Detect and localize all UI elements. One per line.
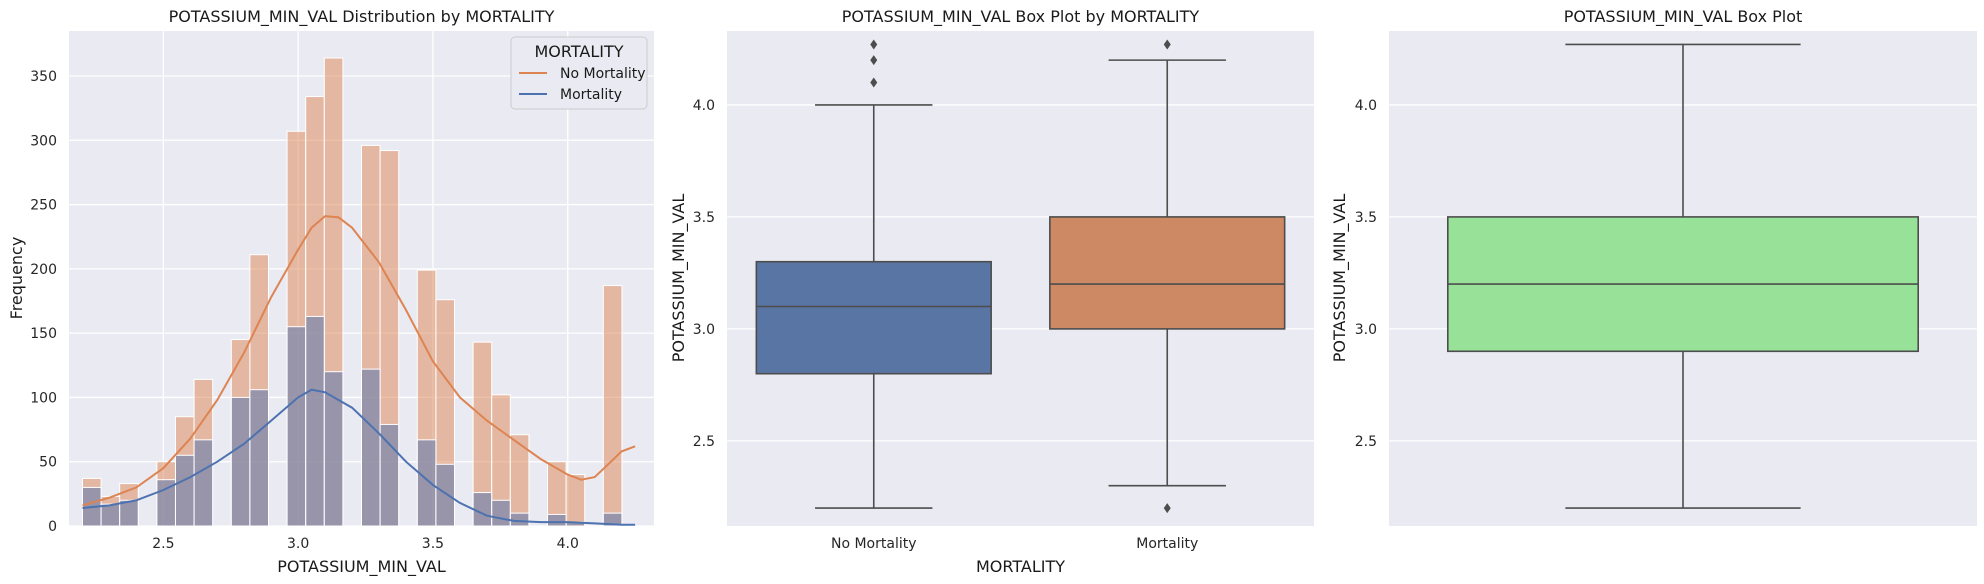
- histogram-bar-mortality: [156, 479, 176, 527]
- histogram-bar-mortality: [491, 499, 511, 527]
- grouped-boxplot-x-axis-label: MORTALITY: [976, 557, 1065, 576]
- y-tick-label: 3.0: [693, 322, 715, 338]
- y-tick-label: 350: [30, 69, 57, 85]
- box-mortality: [1049, 216, 1286, 330]
- histogram-bar-mortality: [379, 423, 400, 527]
- overall-boxplot-y-axis-label: POTASSIUM_MIN_VAL: [1330, 194, 1350, 363]
- grouped-boxplot-panel: 2.5 3.0 3.5 4.0 No Mortality Mortality POTASS…: [669, 7, 1314, 576]
- kde-curve-no-mortality: [82, 215, 636, 507]
- y-tick-label: 200: [30, 262, 57, 278]
- histogram-y-axis-label: Frequency: [7, 237, 26, 320]
- outlier-point-no-mortality: [870, 77, 878, 88]
- histogram-bar-no-mortality: [602, 285, 623, 527]
- histogram-bar-mortality: [119, 499, 139, 527]
- y-tick-label: 3.5: [1355, 210, 1377, 226]
- grouped-boxplot-y-axis-label: POTASSIUM_MIN_VAL: [669, 194, 689, 363]
- outlier-point-no-mortality: [870, 55, 878, 66]
- histogram-legend: MORTALITY No Mortality Mortality: [510, 36, 648, 110]
- x-tick-label: Mortality: [1136, 536, 1198, 552]
- y-tick-label: 4.0: [1355, 98, 1377, 114]
- y-tick-label: 250: [30, 198, 57, 214]
- legend-frame: [510, 36, 648, 110]
- y-tick-label: 2.5: [1355, 434, 1377, 450]
- y-tick-label: 0: [48, 519, 57, 535]
- histogram-bar-mortality: [100, 503, 121, 527]
- x-tick-label: 2.5: [152, 536, 174, 552]
- histogram-bar-mortality: [547, 513, 567, 527]
- box-no-mortality: [755, 260, 992, 375]
- y-tick-label: 2.5: [693, 434, 715, 450]
- histogram-bar-mortality: [230, 396, 251, 527]
- outlier-point-mortality: [1163, 39, 1171, 50]
- legend-entry-no-mortality: No Mortality: [560, 66, 646, 82]
- x-tick-label: 4.0: [557, 536, 579, 552]
- y-tick-label: 50: [39, 455, 57, 471]
- overall-boxplot-panel: 2.53.03.54.0 POTASSIUM_MIN_VAL Box Plot …: [1330, 7, 1977, 526]
- outlier-point-no-mortality: [870, 39, 878, 50]
- kde-curve-mortality: [82, 388, 636, 526]
- y-tick-label: 300: [30, 133, 57, 149]
- legend-entry-mortality: Mortality: [560, 87, 622, 103]
- histogram-bar-mortality: [193, 439, 214, 527]
- histogram-bar-mortality: [323, 371, 344, 527]
- x-tick-label: No Mortality: [831, 536, 917, 552]
- y-tick-label: 3.0: [1355, 322, 1377, 338]
- outlier-point-mortality: [1163, 503, 1171, 514]
- x-tick-label: 3.0: [287, 536, 309, 552]
- y-tick-label: 100: [30, 390, 57, 406]
- x-tick-label: 3.5: [422, 536, 444, 552]
- y-tick-label: 150: [30, 326, 57, 342]
- grouped-boxplot-title: POTASSIUM_MIN_VAL Box Plot by MORTALITY: [842, 7, 1200, 27]
- overall-boxplot-title: POTASSIUM_MIN_VAL Box Plot: [1564, 7, 1803, 27]
- histogram-bar-mortality: [361, 368, 381, 527]
- legend-title: MORTALITY: [534, 42, 623, 61]
- histogram-bar-mortality: [305, 315, 325, 527]
- histogram-bar-mortality: [509, 512, 530, 527]
- histogram-bar-mortality: [286, 326, 307, 527]
- histogram-bar-mortality: [435, 463, 456, 527]
- histogram-bar-mortality: [416, 439, 437, 527]
- histogram-title: POTASSIUM_MIN_VAL Distribution by MORTAL…: [169, 7, 555, 27]
- histogram-bar-mortality: [249, 389, 269, 527]
- histogram-bar-no-mortality: [565, 474, 586, 527]
- histogram-bar-mortality: [602, 512, 623, 527]
- histogram-x-axis-label: POTASSIUM_MIN_VAL: [277, 557, 446, 577]
- y-tick-label: 3.5: [693, 210, 715, 226]
- histogram-bar-mortality: [472, 492, 493, 527]
- y-tick-label: 4.0: [693, 98, 715, 114]
- histogram-panel: 2.5 3.0 3.5 4.0 0 50 100 150 200 250 300 350 POTASS…: [7, 7, 654, 577]
- histogram-bar-mortality: [174, 454, 195, 527]
